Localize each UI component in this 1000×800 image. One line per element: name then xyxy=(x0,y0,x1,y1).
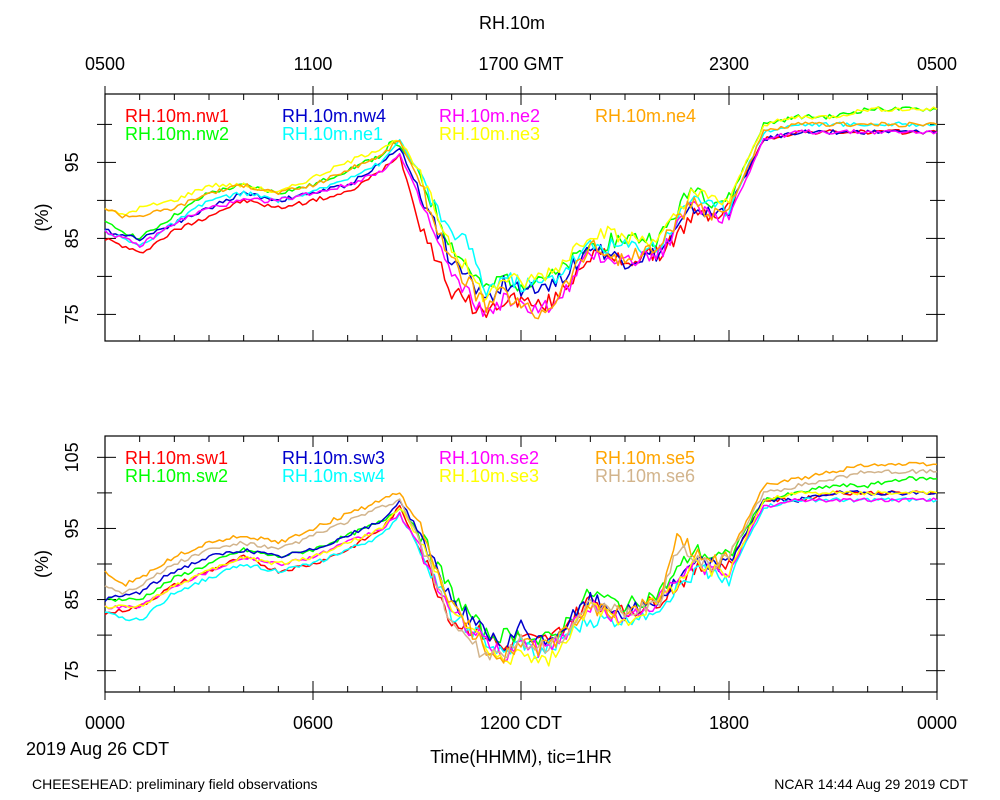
bottom-axis-labels: 0000 0600 1200 CDT 1800 0000 xyxy=(85,713,957,733)
legend-entry: RH.10m.se6 xyxy=(595,466,695,486)
series-line-RH-10m-sw1 xyxy=(104,490,938,651)
footer-left: CHEESEHEAD: preliminary field observatio… xyxy=(32,776,318,792)
x-axis-label: Time(HHMM), tic=1HR xyxy=(430,747,612,767)
chart-title: RH.10m xyxy=(479,13,545,33)
top-tick-label: 0500 xyxy=(85,54,125,74)
legend-entry: RH.10m.ne1 xyxy=(282,124,383,144)
series-line-RH-10m-ne2 xyxy=(104,128,938,318)
series-line-RH-10m-sw4 xyxy=(104,497,938,660)
legend-entry: RH.10m.sw3 xyxy=(282,448,385,468)
series-line-RH-10m-nw1 xyxy=(104,129,938,319)
legend-entry: RH.10m.nw1 xyxy=(125,106,229,126)
top-panel: 758595(%)RH.10m.nw1RH.10m.nw2RH.10m.nw4R… xyxy=(32,86,945,342)
series-line-RH-10m-se6 xyxy=(104,468,938,661)
y-tick-label: 85 xyxy=(62,228,82,248)
y-tick-label: 75 xyxy=(62,661,82,681)
series-line-RH-10m-ne4 xyxy=(104,121,938,320)
top-tick-label: 2300 xyxy=(709,54,749,74)
legend-entry: RH.10m.sw4 xyxy=(282,466,385,486)
legend-entry: RH.10m.se2 xyxy=(439,448,539,468)
y-tick-label: 95 xyxy=(62,152,82,172)
top-tick-label: 0500 xyxy=(917,54,957,74)
legend-entry: RH.10m.se5 xyxy=(595,448,695,468)
y-tick-label: 95 xyxy=(62,518,82,538)
series-line-RH-10m-se3 xyxy=(104,490,938,667)
legend-entry: RH.10m.nw2 xyxy=(125,124,229,144)
legend-entry: RH.10m.ne3 xyxy=(439,124,540,144)
bottom-tick-label: 1800 xyxy=(709,713,749,733)
y-axis-label: (%) xyxy=(32,550,52,578)
y-tick-label: 85 xyxy=(62,590,82,610)
legend-entry: RH.10m.sw2 xyxy=(125,466,228,486)
series-line-RH-10m-ne1 xyxy=(104,121,938,297)
series-line-RH-10m-se5 xyxy=(104,461,938,664)
date-label: 2019 Aug 26 CDT xyxy=(26,739,169,759)
footer-right: NCAR 14:44 Aug 29 2019 CDT xyxy=(774,776,968,792)
legend-entry: RH.10m.se3 xyxy=(439,466,539,486)
top-tick-label: 1100 xyxy=(294,54,333,74)
legend-entry: RH.10m.ne2 xyxy=(439,106,540,126)
series-line-RH-10m-nw4 xyxy=(104,129,938,302)
y-axis-label: (%) xyxy=(32,204,52,232)
legend-entry: RH.10m.nw4 xyxy=(282,106,386,126)
top-tick-label: 1700 GMT xyxy=(478,54,563,74)
bottom-tick-label: 0600 xyxy=(293,713,333,733)
bottom-tick-label: 0000 xyxy=(85,713,125,733)
bottom-tick-label: 0000 xyxy=(917,713,957,733)
top-axis-labels: 0500 1100 1700 GMT 2300 0500 xyxy=(85,54,957,74)
y-tick-label: 75 xyxy=(62,304,82,324)
series-line-RH-10m-sw3 xyxy=(104,490,938,653)
legend-entry: RH.10m.ne4 xyxy=(595,106,696,126)
series-line-RH-10m-ne3 xyxy=(104,106,938,303)
bottom-tick-label: 1200 CDT xyxy=(480,713,562,733)
legend-entry: RH.10m.sw1 xyxy=(125,448,228,468)
y-tick-label: 105 xyxy=(62,442,82,472)
